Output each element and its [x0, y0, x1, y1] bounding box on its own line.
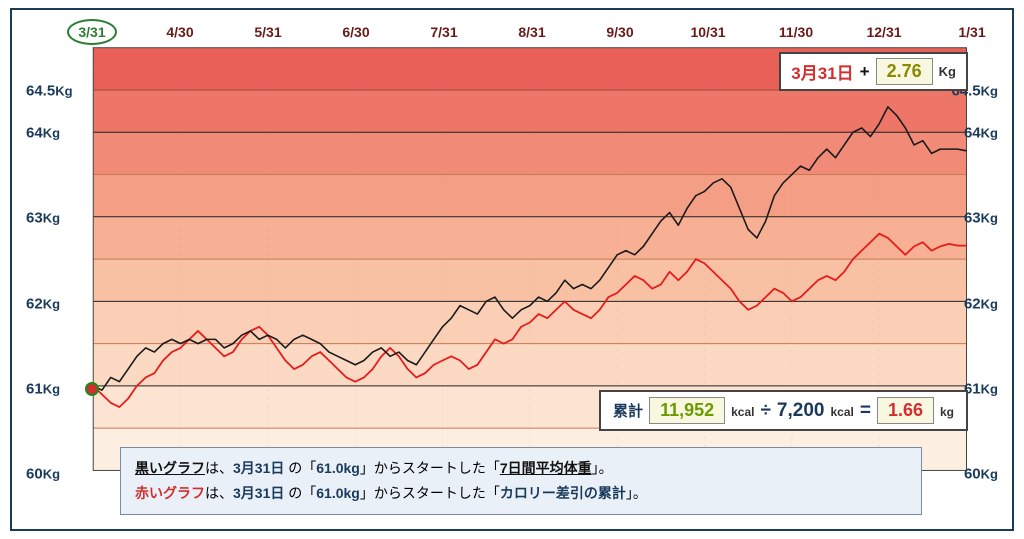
- y-tick-label: 64.5Kg: [26, 82, 73, 99]
- y-tick-label: 62Kg: [26, 295, 60, 312]
- x-tick-label: 1/31: [958, 24, 985, 40]
- legend-black-prefix: 黒いグラフ: [135, 460, 205, 476]
- kcal-unit-1: kcal: [731, 405, 754, 419]
- y-tick-label: 64Kg: [26, 125, 60, 142]
- kcal-unit-2: kcal: [830, 405, 853, 419]
- chart-container: 60Kg 61Kg 62Kg 63Kg 64Kg 64.5Kg 60Kg 61Kg 62Kg 6…: [10, 8, 1014, 531]
- info-top-unit: Kg: [939, 64, 956, 79]
- result-kg: 1.66: [877, 397, 934, 424]
- kg-unit: kg: [940, 405, 954, 419]
- info-box-top: 3月31日 + 2.76 Kg: [779, 52, 968, 91]
- info-top-date: 3月31日: [791, 59, 853, 84]
- y-tick-label: 61Kg: [26, 380, 60, 397]
- kcal-per-kg: 7,200: [777, 400, 825, 422]
- info-box-bottom: 累計 11,952 kcal ÷ 7,200 kcal = 1.66 kg: [599, 390, 968, 431]
- y-tick-label: 60Kg: [26, 466, 60, 483]
- y-tick-label: 61Kg: [964, 380, 998, 397]
- plus-sign: +: [860, 62, 870, 82]
- info-top-value: 2.76: [876, 58, 933, 85]
- x-tick-label: 7/31: [430, 24, 457, 40]
- divide-sign: ÷: [760, 400, 770, 422]
- equals-sign: =: [860, 400, 871, 422]
- sum-label: 累計: [613, 400, 643, 421]
- x-tick-label: 6/30: [342, 24, 369, 40]
- y-tick-label: 64Kg: [964, 125, 998, 142]
- x-tick-label: 8/31: [518, 24, 545, 40]
- highlight-ellipse-icon: [67, 19, 117, 45]
- x-tick-label: 10/31: [690, 24, 725, 40]
- legend-row-black: 黒いグラフは、3月31日 の「61.0kg」からスタートした「7日間平均体重」。: [135, 456, 907, 481]
- y-tick-label: 62Kg: [964, 295, 998, 312]
- x-tick-label: 9/30: [606, 24, 633, 40]
- y-tick-label: 63Kg: [964, 210, 998, 227]
- x-tick-label: 4/30: [166, 24, 193, 40]
- legend-box: 黒いグラフは、3月31日 の「61.0kg」からスタートした「7日間平均体重」。…: [120, 447, 922, 515]
- legend-row-red: 赤いグラフは、3月31日 の「61.0kg」からスタートした「カロリー差引の累計…: [135, 481, 907, 506]
- y-tick-label: 60Kg: [964, 466, 998, 483]
- y-tick-label: 63Kg: [26, 210, 60, 227]
- x-tick-label: 5/31: [254, 24, 281, 40]
- legend-red-prefix: 赤いグラフ: [135, 485, 205, 501]
- start-marker-icon: [85, 382, 99, 396]
- sum-value: 11,952: [649, 397, 725, 424]
- x-tick-label: 11/30: [779, 24, 813, 40]
- x-tick-label: 12/31: [866, 24, 901, 40]
